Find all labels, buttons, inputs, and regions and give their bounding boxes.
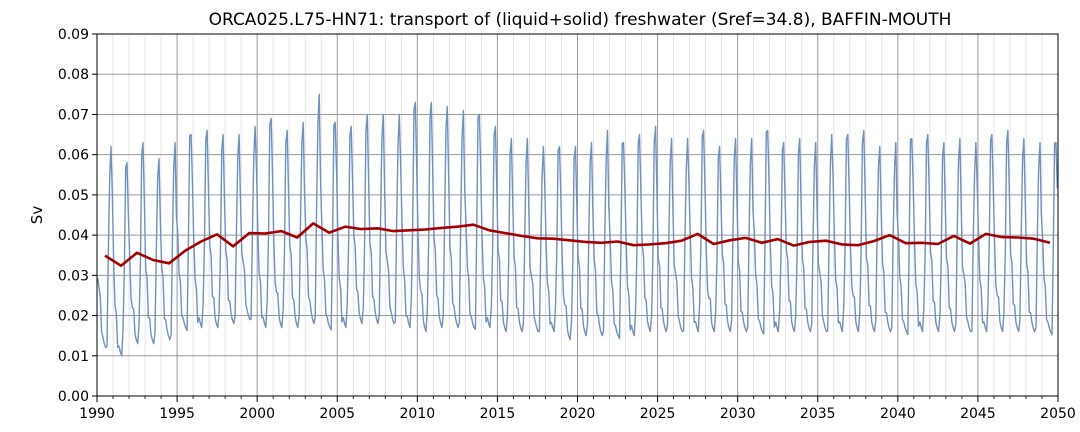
x-tick-label: 2010 — [400, 406, 436, 422]
x-tick-label: 2015 — [480, 406, 516, 422]
y-tick-label: 0.07 — [58, 107, 89, 123]
chart-title: ORCA025.L75-HN71: transport of (liquid+s… — [209, 10, 952, 30]
series-layer — [96, 93, 1058, 357]
annual-mean-series-line — [104, 222, 1051, 267]
x-tick-label: 2050 — [1040, 406, 1076, 422]
x-tick-label: 2005 — [319, 406, 355, 422]
x-tick-label: 2045 — [960, 406, 996, 422]
x-tick-label: 2025 — [640, 406, 676, 422]
x-tick-label: 2040 — [880, 406, 916, 422]
y-tick-label: 0.04 — [58, 228, 89, 244]
y-tick-label: 0.03 — [58, 268, 89, 284]
x-tick-label: 2035 — [800, 406, 836, 422]
y-tick-label: 0.00 — [58, 389, 89, 405]
y-tick-label: 0.02 — [58, 309, 89, 325]
x-tick-label: 1995 — [159, 406, 195, 422]
y-axis-label: Sv — [28, 206, 46, 225]
monthly-series-line — [96, 93, 1058, 357]
ticks: 0.00 0.01 0.02 0.03 0.04 0.05 0.06 0.07 0.08 0.09… — [58, 27, 1076, 422]
x-tick-label: 2020 — [560, 406, 596, 422]
y-tick-label: 0.05 — [58, 188, 89, 204]
x-tick-label: 1990 — [79, 406, 115, 422]
y-tick-label: 0.09 — [58, 27, 89, 43]
x-tick-label: 2030 — [720, 406, 756, 422]
y-tick-label: 0.01 — [58, 349, 89, 365]
x-tick-label: 2000 — [239, 406, 275, 422]
y-tick-label: 0.08 — [58, 67, 89, 83]
y-tick-label: 0.06 — [58, 148, 89, 164]
